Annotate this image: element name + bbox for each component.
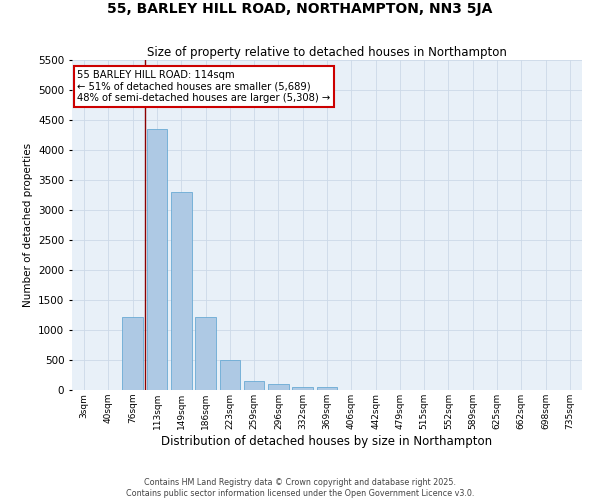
Bar (317, 387, 337, 390)
Text: 55 BARLEY HILL ROAD: 114sqm
← 51% of detached houses are smaller (5,689)
48% of : 55 BARLEY HILL ROAD: 114sqm ← 51% of det… (77, 70, 331, 103)
Bar (146, 129, 167, 390)
Bar (122, 317, 143, 390)
Bar (171, 192, 191, 390)
Title: Size of property relative to detached houses in Northampton: Size of property relative to detached ho… (147, 46, 507, 59)
Y-axis label: Number of detached properties: Number of detached properties (23, 143, 32, 307)
Bar (292, 386, 313, 390)
Bar (268, 384, 289, 390)
Text: 55, BARLEY HILL ROAD, NORTHAMPTON, NN3 5JA: 55, BARLEY HILL ROAD, NORTHAMPTON, NN3 5… (107, 2, 493, 16)
Bar (195, 317, 216, 390)
Bar (244, 381, 265, 390)
X-axis label: Distribution of detached houses by size in Northampton: Distribution of detached houses by size … (161, 434, 493, 448)
Text: Contains HM Land Registry data © Crown copyright and database right 2025.
Contai: Contains HM Land Registry data © Crown c… (126, 478, 474, 498)
Bar (220, 360, 240, 390)
